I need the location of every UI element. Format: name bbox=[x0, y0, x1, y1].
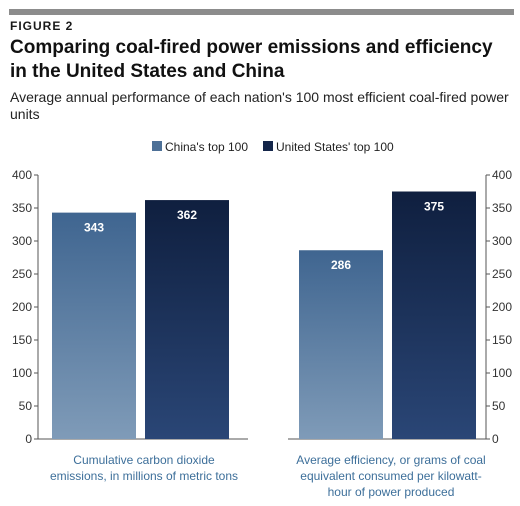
figure-label: FIGURE 2 bbox=[10, 19, 74, 33]
y-tick-label-0-400: 400 bbox=[12, 168, 32, 182]
y-tick-label-1-250: 250 bbox=[492, 267, 512, 281]
legend-swatch-1 bbox=[263, 141, 273, 151]
data-label-0-1: 362 bbox=[177, 208, 197, 222]
y-tick-label-1-200: 200 bbox=[492, 300, 512, 314]
category-label-efficiency: Average efficiency, or grams of coal equ… bbox=[296, 453, 486, 499]
chart-title: Comparing coal-fired power emissions and… bbox=[10, 37, 493, 82]
legend-label-1: United States' top 100 bbox=[276, 140, 394, 154]
legend-label-0: China's top 100 bbox=[165, 140, 248, 154]
bar-1-0 bbox=[299, 250, 383, 439]
bar-0-0 bbox=[52, 212, 136, 439]
bar-0-1 bbox=[145, 200, 229, 439]
category-label-emissions: Cumulative carbon dioxide emissions, in … bbox=[49, 453, 239, 483]
y-tick-label-0-100: 100 bbox=[12, 366, 32, 380]
legend-swatch-0 bbox=[152, 141, 162, 151]
chart-subtitle: Average annual performance of each natio… bbox=[10, 89, 509, 122]
y-tick-label-1-0: 0 bbox=[492, 432, 499, 446]
y-tick-label-0-350: 350 bbox=[12, 201, 32, 215]
y-tick-label-0-50: 50 bbox=[19, 399, 33, 413]
y-tick-label-1-100: 100 bbox=[492, 366, 512, 380]
y-tick-label-1-300: 300 bbox=[492, 234, 512, 248]
y-tick-label-1-150: 150 bbox=[492, 333, 512, 347]
y-tick-label-1-400: 400 bbox=[492, 168, 512, 182]
y-tick-label-0-300: 300 bbox=[12, 234, 32, 248]
y-tick-label-0-250: 250 bbox=[12, 267, 32, 281]
chart-panel-1: 0 50 100 150 200 250 300 350 400 286 375 bbox=[288, 168, 512, 446]
legend: China's top 100 United States' top 100 bbox=[152, 140, 394, 154]
bar-1-1 bbox=[392, 191, 476, 439]
data-label-1-1: 375 bbox=[424, 200, 444, 214]
y-tick-label-0-0: 0 bbox=[25, 432, 32, 446]
y-tick-label-0-150: 150 bbox=[12, 333, 32, 347]
y-tick-label-1-50: 50 bbox=[492, 399, 506, 413]
y-tick-label-1-350: 350 bbox=[492, 201, 512, 215]
data-label-1-0: 286 bbox=[331, 258, 351, 272]
chart-panel-0: 0 50 100 150 200 250 300 350 400 343 362 bbox=[12, 168, 248, 446]
top-rule bbox=[9, 9, 514, 15]
y-tick-label-0-200: 200 bbox=[12, 300, 32, 314]
data-label-0-0: 343 bbox=[84, 221, 104, 235]
